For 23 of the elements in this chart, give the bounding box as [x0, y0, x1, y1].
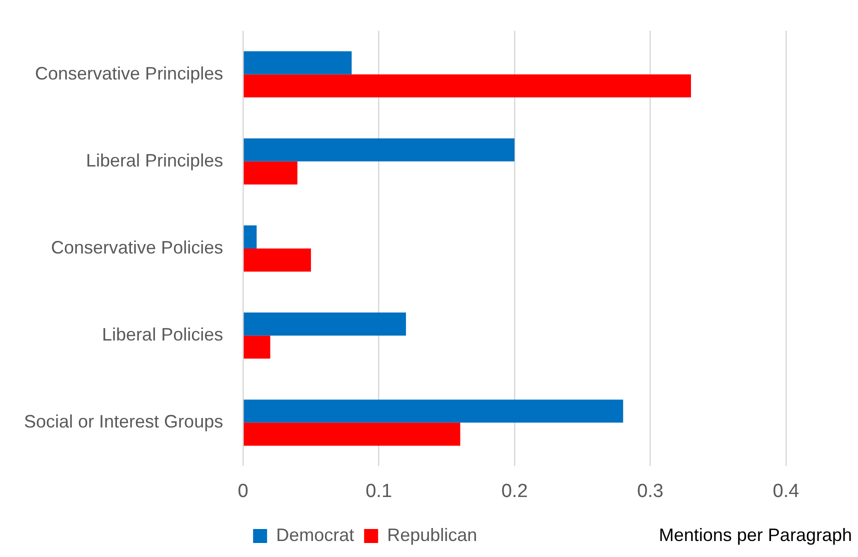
- y-tick-label: Conservative Principles: [35, 63, 224, 84]
- y-tick-label: Conservative Policies: [51, 237, 224, 258]
- bar: [244, 51, 352, 74]
- x-tick-label: 0.4: [772, 480, 800, 502]
- bar: [244, 422, 460, 446]
- legend-label: Democrat: [276, 524, 354, 545]
- bar: [244, 400, 624, 423]
- x-tick-label: 0.3: [637, 480, 664, 502]
- bar: [244, 138, 515, 162]
- bar: [244, 248, 311, 272]
- x-tick-label: 0.2: [501, 480, 528, 502]
- y-tick-label: Liberal Principles: [86, 150, 224, 170]
- x-tick-label: 0: [238, 480, 248, 502]
- legend-label: Republican: [387, 524, 478, 545]
- bar: [244, 74, 691, 98]
- x-axis-title: Mentions per Paragraph: [658, 524, 852, 545]
- bar: [244, 225, 257, 248]
- bar: [244, 161, 298, 184]
- x-tick-label: 0.1: [366, 480, 392, 502]
- y-tick-label: Liberal Policies: [102, 324, 224, 345]
- bar: [244, 336, 270, 359]
- bar: [244, 312, 406, 336]
- y-tick-label: Social or Interest Groups: [24, 412, 224, 432]
